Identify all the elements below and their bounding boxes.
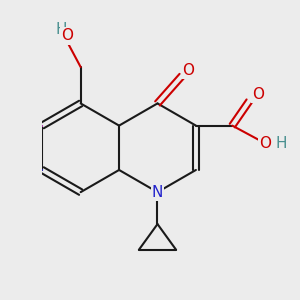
Text: H: H (275, 136, 287, 151)
Text: F: F (0, 118, 1, 133)
Text: H: H (56, 22, 67, 37)
Text: O: O (260, 136, 272, 151)
Text: O: O (61, 28, 73, 44)
Text: O: O (252, 87, 264, 102)
Text: O: O (182, 63, 194, 78)
Text: N: N (152, 184, 163, 200)
